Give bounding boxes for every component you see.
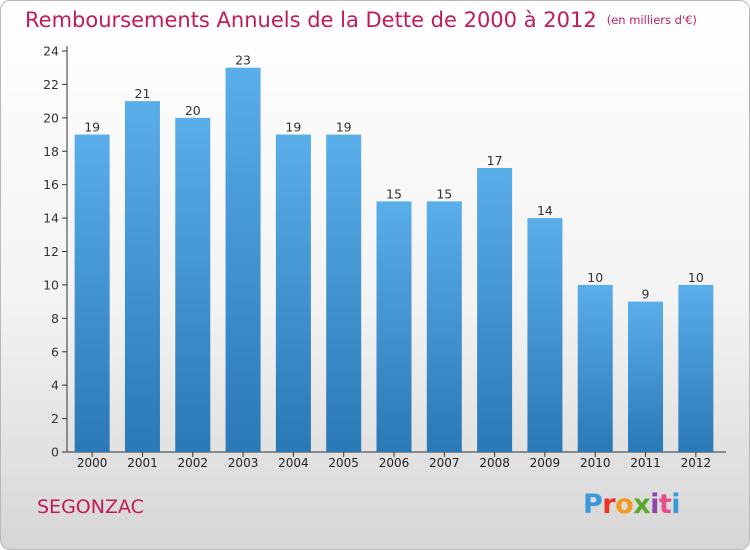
x-tick-label: 2006 (379, 456, 410, 470)
x-axis: 2000 2001 2002 2003 2004 2005 2006 2007 2008 2009… (67, 451, 726, 470)
y-tick-label: 6 (51, 344, 59, 359)
logo-letter: o (615, 489, 634, 520)
y-tick-label: 10 (43, 277, 59, 292)
y-tick-label: 4 (51, 378, 59, 393)
y-tick-label: 2 (51, 411, 59, 426)
bar-value-label: 9 (642, 287, 650, 302)
bar-value-label: 14 (537, 203, 553, 218)
logo-letter: r (602, 489, 616, 520)
bar-value-label: 19 (84, 120, 100, 135)
x-tick-label: 2007 (429, 456, 460, 470)
x-tick-label: 2008 (479, 456, 510, 470)
bar-value-label: 23 (235, 53, 251, 68)
bar (577, 284, 613, 452)
bar (527, 218, 563, 452)
y-tick-label: 0 (51, 445, 59, 460)
logo-letter: i (671, 489, 681, 520)
x-tick-label: 2004 (278, 456, 309, 470)
chart-title: Remboursements Annuels de la Dette de 20… (25, 8, 697, 32)
bar-value-label: 17 (487, 153, 503, 168)
bar (74, 134, 110, 452)
bar (678, 284, 714, 452)
logo-letter: t (658, 489, 672, 520)
bar (225, 67, 261, 452)
logo-letter: P (583, 489, 603, 520)
bar (124, 101, 160, 452)
bar-value-label: 15 (436, 186, 452, 201)
proxiti-logo: Proxiti (583, 489, 681, 520)
x-tick-label: 2005 (328, 456, 359, 470)
chart-title-text: Remboursements Annuels de la Dette de 20… (25, 8, 597, 32)
y-tick-label: 12 (43, 244, 59, 259)
y-tick-label: 20 (43, 110, 59, 125)
chart-unit: (en milliers d'€) (606, 13, 697, 27)
x-tick-label: 2002 (177, 456, 208, 470)
data-labels: 19 21 20 23 19 19 15 15 17 14 10 9 10 (84, 53, 704, 302)
y-tick-label: 22 (43, 77, 59, 92)
logo-letter: x (633, 489, 651, 520)
bar-value-label: 21 (135, 86, 151, 101)
bar-value-label: 19 (336, 120, 352, 135)
y-tick-label: 16 (43, 177, 59, 192)
bar (275, 134, 311, 452)
x-tick-label: 2010 (580, 456, 611, 470)
bar-value-label: 20 (185, 103, 201, 118)
bar (326, 134, 362, 452)
bar (426, 201, 462, 452)
y-tick-label: 8 (51, 311, 59, 326)
bar-value-label: 10 (587, 270, 603, 285)
bar-value-label: 10 (688, 270, 704, 285)
x-tick-label: 2011 (630, 456, 661, 470)
bar-value-label: 19 (285, 120, 301, 135)
bar (628, 301, 664, 452)
y-tick-label: 24 (43, 44, 59, 59)
x-tick-label: 2009 (530, 456, 561, 470)
y-tick-label: 14 (43, 211, 59, 226)
bar-value-label: 15 (386, 186, 402, 201)
bar (477, 167, 513, 453)
bar (376, 201, 412, 452)
place-name: SEGONZAC (37, 496, 144, 518)
x-tick-label: 2003 (228, 456, 259, 470)
x-tick-label: 2001 (127, 456, 158, 470)
x-tick-label: 2012 (681, 456, 712, 470)
bars (74, 67, 714, 453)
x-tick-label: 2000 (77, 456, 108, 470)
bar (175, 117, 211, 452)
logo-letter: i (650, 489, 659, 520)
y-tick-label: 18 (43, 144, 59, 159)
